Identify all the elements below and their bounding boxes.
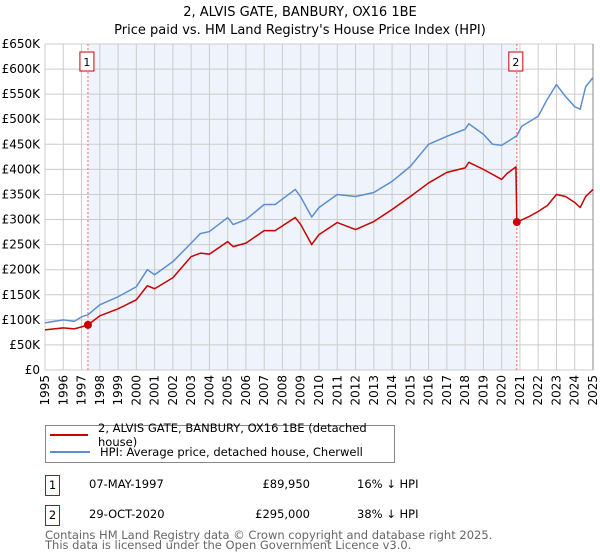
x-tick-label: 2020: [495, 375, 509, 406]
x-tick-label: 2010: [312, 375, 326, 406]
x-tick-label: 2016: [422, 375, 436, 406]
y-tick-label: £200K: [2, 263, 42, 277]
x-tick-label: 1996: [56, 375, 70, 406]
legend-swatch: [50, 450, 90, 453]
x-tick-label: 2007: [257, 375, 271, 406]
legend-swatch: [50, 433, 89, 436]
x-tick-label: 2015: [403, 375, 417, 406]
x-tick-label: 2018: [458, 375, 472, 406]
sale-marker-box: [508, 51, 524, 72]
x-tick-label: 2000: [129, 375, 143, 406]
x-tick-label: 2008: [275, 375, 289, 406]
y-tick-label: £50K: [9, 338, 41, 352]
x-tick-label: 2005: [221, 375, 235, 406]
legend: 2, ALVIS GATE, BANBURY, OX16 1BE (detach…: [45, 421, 395, 463]
sale-point: [83, 320, 92, 329]
x-tick-label: 1997: [75, 375, 89, 406]
sale-point: [512, 218, 521, 227]
sale-date: 29-OCT-2020: [89, 507, 165, 521]
x-tick-label: 2001: [148, 375, 162, 406]
shaded-period: [87, 44, 517, 370]
table-row: 1 07-MAY-1997 £89,950 16% ↓ HPI: [45, 475, 445, 496]
y-tick-label: £450K: [2, 137, 42, 151]
x-tick-label: 2006: [239, 375, 253, 406]
x-tick-label: 2003: [184, 375, 198, 406]
y-tick-label: £250K: [2, 238, 42, 252]
x-tick-label: 2013: [367, 375, 381, 406]
footer-licence: This data is licensed under the Open Gov…: [45, 538, 412, 552]
x-tick-label: 2019: [476, 375, 490, 406]
x-tick-label: 2023: [549, 375, 563, 406]
x-tick-label: 2022: [531, 375, 545, 406]
sale-marker-label: 2: [512, 56, 519, 69]
price-chart: 2, ALVIS GATE, BANBURY, OX16 1BE Price p…: [2, 5, 600, 406]
sale-hpi-diff: 16% ↓ HPI: [357, 477, 419, 491]
x-tick-label: 2004: [202, 375, 216, 406]
x-tick-label: 2024: [568, 375, 582, 406]
series-line: [44, 161, 594, 331]
x-tick-label: 1998: [93, 375, 107, 406]
footer: Contains HM Land Registry data © Crown c…: [45, 528, 493, 552]
sale-marker-badge: 1: [45, 475, 60, 496]
x-tick-label: 2002: [166, 375, 180, 406]
sale-hpi-diff: 38% ↓ HPI: [357, 507, 419, 521]
y-tick-label: £400K: [2, 162, 42, 176]
legend-item-property: 2, ALVIS GATE, BANBURY, OX16 1BE (detach…: [46, 421, 394, 449]
sale-price: £295,000: [255, 507, 310, 521]
y-tick-label: £300K: [2, 213, 42, 227]
footer-copyright: Contains HM Land Registry data © Crown c…: [45, 528, 493, 542]
x-tick-label: 2025: [586, 375, 600, 406]
table-row: 2 29-OCT-2020 £295,000 38% ↓ HPI: [45, 505, 445, 526]
y-tick-label: £550K: [2, 87, 42, 101]
y-tick-label: £100K: [2, 313, 42, 327]
y-tick-label: £500K: [2, 112, 42, 126]
x-tick-label: 1995: [38, 375, 52, 406]
y-tick-label: £0: [25, 363, 40, 377]
series-line: [44, 77, 594, 324]
y-tick-label: £350K: [2, 187, 42, 201]
x-tick-label: 1999: [111, 375, 125, 406]
x-tick-label: 2011: [330, 375, 344, 406]
chart-title: 2, ALVIS GATE, BANBURY, OX16 1BE: [183, 5, 417, 20]
x-tick-label: 2017: [440, 375, 454, 406]
sale-date: 07-MAY-1997: [89, 477, 164, 491]
legend-label: 2, ALVIS GATE, BANBURY, OX16 1BE (detach…: [98, 420, 367, 449]
sale-marker-box: [79, 51, 95, 72]
x-tick-label: 2021: [513, 375, 527, 406]
legend-label: HPI: Average price, detached house, Cher…: [100, 444, 363, 459]
legend-item-hpi: HPI: Average price, detached house, Cher…: [46, 443, 394, 460]
y-tick-label: £600K: [2, 62, 42, 76]
chart-subtitle: Price paid vs. HM Land Registry's House …: [114, 23, 486, 38]
x-tick-label: 2014: [385, 375, 399, 406]
sale-marker-label: 1: [83, 56, 90, 69]
y-tick-label: £150K: [2, 288, 42, 302]
sale-price: £89,950: [262, 477, 310, 491]
x-tick-label: 2012: [349, 375, 363, 406]
sale-marker-badge: 2: [45, 505, 60, 526]
x-tick-label: 2009: [294, 375, 308, 406]
y-tick-label: £650K: [2, 37, 42, 51]
